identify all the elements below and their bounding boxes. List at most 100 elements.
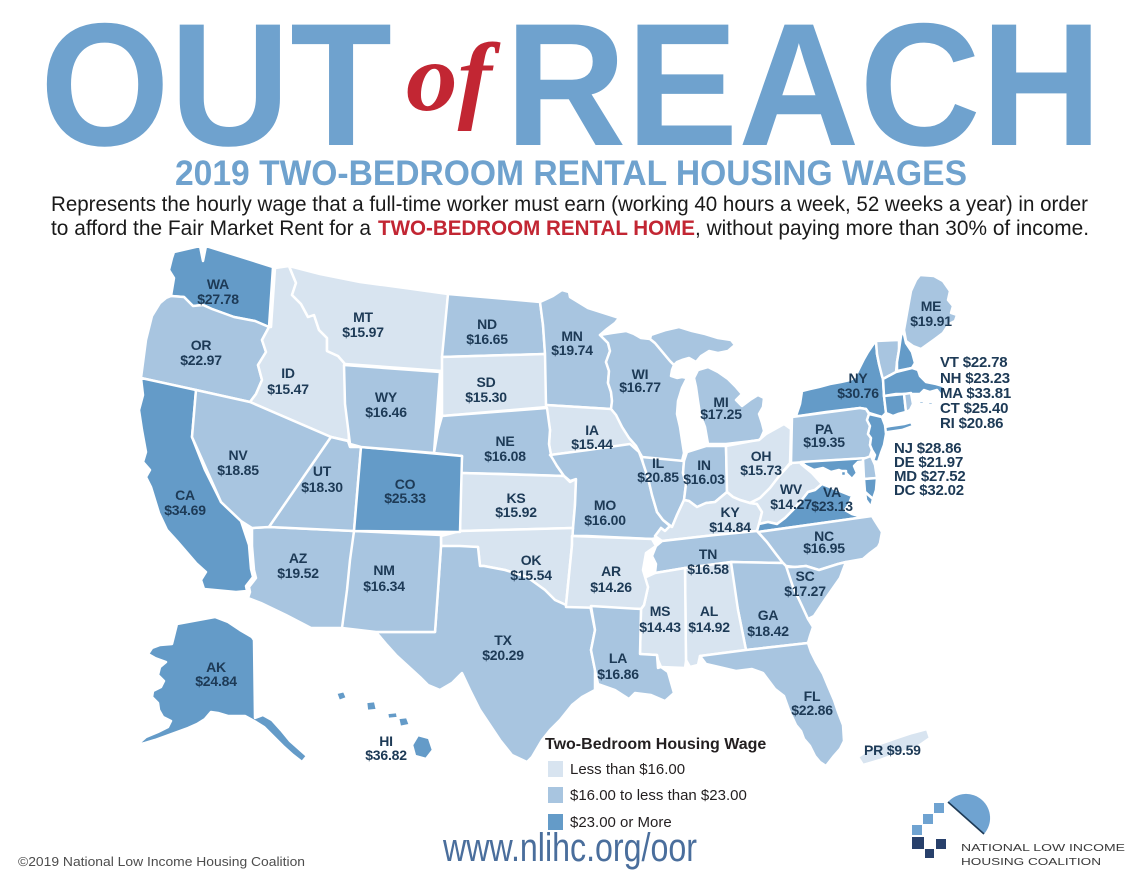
svg-text:AL: AL (700, 603, 719, 619)
svg-text:FL: FL (804, 688, 821, 704)
svg-text:CT $25.40: CT $25.40 (940, 400, 1008, 417)
svg-text:OUT: OUT (40, 0, 392, 183)
svg-text:$16.00: $16.00 (584, 512, 626, 528)
svg-text:MN: MN (561, 328, 582, 344)
svg-text:$16.46: $16.46 (365, 404, 407, 420)
svg-text:$16.86: $16.86 (597, 666, 639, 682)
svg-text:NV: NV (228, 447, 248, 463)
svg-text:REACH: REACH (505, 0, 1102, 183)
svg-text:TWO-BEDROOM RENTAL HOME: TWO-BEDROOM RENTAL HOME (378, 217, 695, 240)
svg-text:$36.82: $36.82 (365, 747, 407, 763)
svg-text:RI $20.86: RI $20.86 (940, 415, 1003, 432)
svg-text:TX: TX (494, 632, 512, 648)
svg-text:MO: MO (594, 497, 616, 513)
svg-text:NY: NY (848, 370, 868, 386)
svg-text:AK: AK (206, 659, 226, 675)
svg-text:Represents the hourly wage tha: Represents the hourly wage that a full-t… (51, 193, 1088, 216)
svg-text:$17.25: $17.25 (700, 406, 742, 422)
svg-text:ME: ME (921, 298, 942, 314)
svg-text:Less than $16.00: Less than $16.00 (570, 761, 685, 778)
svg-text:$15.54: $15.54 (510, 567, 552, 583)
svg-text:$15.92: $15.92 (495, 504, 537, 520)
svg-text:CO: CO (395, 476, 416, 492)
svg-text:UT: UT (313, 463, 332, 479)
svg-text:$18.42: $18.42 (747, 623, 789, 639)
svg-text:VT $22.78: VT $22.78 (940, 354, 1007, 371)
svg-text:$15.47: $15.47 (267, 381, 309, 397)
svg-text:TN: TN (699, 546, 717, 562)
svg-text:GA: GA (758, 607, 779, 623)
svg-text:$16.03: $16.03 (683, 471, 725, 487)
svg-text:OR: OR (191, 337, 212, 353)
svg-text:IN: IN (697, 457, 711, 473)
svg-text:WA: WA (207, 276, 229, 292)
svg-text:WI: WI (632, 366, 649, 382)
svg-text:NC: NC (814, 528, 834, 544)
svg-text:$25.33: $25.33 (384, 490, 426, 506)
svg-text:SD: SD (476, 374, 495, 390)
svg-text:to afford the Fair Market Rent: to afford the Fair Market Rent for a (51, 217, 371, 240)
svg-text:$24.84: $24.84 (195, 673, 237, 689)
svg-text:$16.77: $16.77 (619, 379, 661, 395)
svg-text:of: of (406, 24, 501, 131)
svg-text:AR: AR (601, 563, 621, 579)
svg-text:HI: HI (379, 733, 393, 749)
svg-text:$16.08: $16.08 (484, 448, 526, 464)
svg-text:$15.73: $15.73 (740, 462, 782, 478)
svg-text:PA: PA (815, 421, 833, 437)
svg-text:WV: WV (780, 481, 803, 497)
svg-text:$19.91: $19.91 (910, 313, 952, 329)
svg-text:LA: LA (609, 650, 627, 666)
svg-text:MI: MI (713, 394, 728, 410)
svg-text:$15.97: $15.97 (342, 324, 384, 340)
svg-text:$16.95: $16.95 (803, 540, 845, 556)
svg-text:OK: OK (521, 552, 542, 568)
svg-text:ID: ID (281, 365, 295, 381)
svg-text:$23.00 or More: $23.00 or More (570, 814, 672, 831)
svg-text:$23.13: $23.13 (811, 498, 853, 514)
svg-text:NE: NE (495, 433, 514, 449)
svg-text:www.nlihc.org/oor: www.nlihc.org/oor (442, 826, 697, 870)
svg-text:$19.74: $19.74 (551, 342, 593, 358)
svg-text:$20.29: $20.29 (482, 647, 524, 663)
svg-text:$14.84: $14.84 (709, 519, 751, 535)
svg-text:MT: MT (353, 309, 373, 325)
svg-text:MS: MS (650, 603, 671, 619)
svg-text:$22.97: $22.97 (180, 352, 222, 368)
svg-text:$27.78: $27.78 (197, 291, 239, 307)
svg-text:DC $32.02: DC $32.02 (894, 482, 964, 499)
svg-text:$15.44: $15.44 (571, 436, 613, 452)
svg-text:$16.65: $16.65 (466, 331, 508, 347)
svg-text:$18.85: $18.85 (217, 462, 259, 478)
svg-text:, without paying more than 30%: , without paying more than 30% of income… (695, 217, 1089, 240)
svg-text:HOUSING COALITION: HOUSING COALITION (961, 857, 1101, 868)
svg-text:ND: ND (477, 316, 497, 332)
svg-text:$19.35: $19.35 (803, 434, 845, 450)
svg-text:$22.86: $22.86 (791, 702, 833, 718)
svg-text:$16.34: $16.34 (363, 578, 405, 594)
svg-text:NATIONAL LOW INCOME: NATIONAL LOW INCOME (961, 843, 1125, 854)
svg-text:$17.27: $17.27 (784, 583, 826, 599)
svg-text:NJ $28.86: NJ $28.86 (894, 440, 961, 457)
svg-text:$14.92: $14.92 (688, 619, 730, 635)
svg-text:KY: KY (720, 504, 740, 520)
svg-text:2019 TWO-BEDROOM RENTAL HOUSIN: 2019 TWO-BEDROOM RENTAL HOUSING WAGES (175, 154, 967, 193)
svg-text:WY: WY (375, 389, 398, 405)
svg-text:©2019 National Low Income Hous: ©2019 National Low Income Housing Coalit… (18, 854, 305, 869)
svg-text:NH $23.23: NH $23.23 (940, 370, 1010, 387)
svg-text:AZ: AZ (289, 550, 308, 566)
svg-text:OH: OH (751, 448, 772, 464)
svg-text:$20.85: $20.85 (637, 469, 679, 485)
svg-text:MD $27.52: MD $27.52 (894, 468, 966, 485)
svg-text:PR $9.59: PR $9.59 (864, 742, 921, 758)
svg-text:IA: IA (585, 422, 599, 438)
svg-text:$14.26: $14.26 (590, 579, 632, 595)
svg-text:$18.30: $18.30 (301, 479, 343, 495)
svg-text:$15.30: $15.30 (465, 389, 507, 405)
svg-text:SC: SC (795, 568, 814, 584)
svg-text:MA $33.81: MA $33.81 (940, 385, 1011, 402)
svg-text:KS: KS (506, 490, 525, 506)
svg-text:$16.58: $16.58 (687, 561, 729, 577)
svg-text:$14.27: $14.27 (770, 496, 812, 512)
svg-text:$30.76: $30.76 (837, 385, 879, 401)
